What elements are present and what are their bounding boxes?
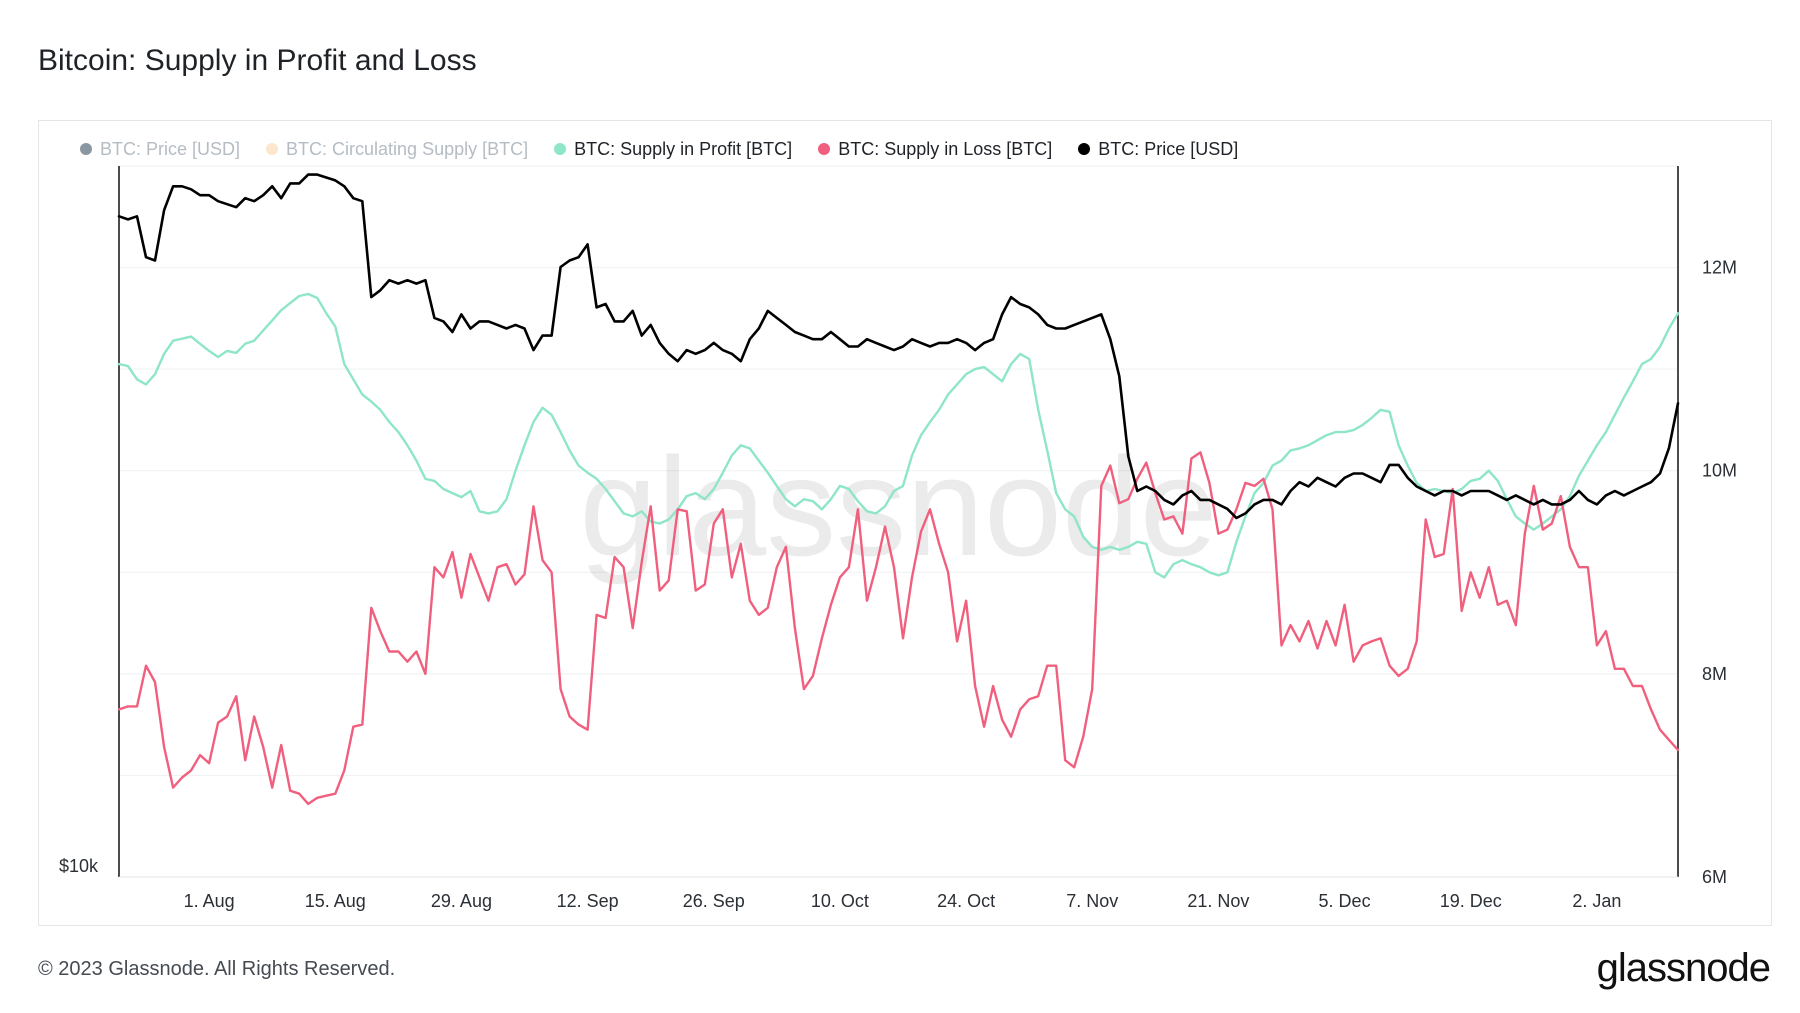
x-tick-label: 1. Aug — [184, 891, 235, 911]
x-tick-label: 15. Aug — [305, 891, 366, 911]
legend-label: BTC: Supply in Profit [BTC] — [574, 138, 793, 159]
legend-dot-icon — [554, 143, 567, 155]
x-tick-label: 19. Dec — [1440, 891, 1502, 911]
legend-item-circulating-supply[interactable]: BTC: Circulating Supply [BTC] — [266, 137, 528, 161]
series-supply-in-profit-line — [117, 292, 1680, 579]
x-tick-label: 2. Jan — [1572, 891, 1621, 911]
x-tick-label: 24. Oct — [937, 891, 995, 911]
x-tick-label: 7. Nov — [1066, 891, 1118, 911]
x-tick-label: 29. Aug — [431, 891, 492, 911]
glassnode-logo: glassnode — [1596, 946, 1771, 990]
y-right-tick-label: 10M — [1702, 461, 1737, 481]
legend-dot-icon — [1078, 143, 1091, 155]
legend-label: BTC: Supply in Loss [BTC] — [838, 138, 1053, 159]
y-right-tick-label: 12M — [1702, 258, 1737, 278]
y-right-tick-label: 6M — [1702, 867, 1727, 887]
chart-panel — [38, 120, 1772, 926]
page-title: Bitcoin: Supply in Profit and Loss — [38, 44, 477, 77]
y-right-tick-label: 8M — [1702, 664, 1727, 684]
x-tick-label: 21. Nov — [1187, 891, 1249, 911]
x-tick-label: 10. Oct — [811, 891, 869, 911]
x-tick-label: 26. Sep — [683, 891, 745, 911]
x-tick-label: 12. Sep — [557, 891, 619, 911]
watermark: glassnode — [579, 428, 1217, 585]
series-price-line — [117, 173, 1680, 520]
legend-dot-icon — [818, 143, 831, 155]
legend-label: BTC: Circulating Supply [BTC] — [286, 138, 529, 159]
copyright-footer: © 2023 Glassnode. All Rights Reserved. — [38, 958, 396, 980]
legend-dot-icon — [266, 143, 279, 155]
legend: BTC: Price [USD] BTC: Circulating Supply… — [80, 137, 1264, 161]
series-supply-in-loss-line — [117, 451, 1680, 806]
legend-label: BTC: Price [USD] — [100, 138, 241, 159]
legend-item-price-hidden[interactable]: BTC: Price [USD] — [80, 137, 240, 161]
legend-item-supply-in-loss[interactable]: BTC: Supply in Loss [BTC] — [818, 137, 1052, 161]
y-left-tick-label: $10k — [59, 856, 99, 876]
legend-label: BTC: Price [USD] — [1098, 138, 1239, 159]
legend-item-price[interactable]: BTC: Price [USD] — [1078, 137, 1238, 161]
legend-dot-icon — [80, 143, 92, 155]
legend-item-supply-in-profit[interactable]: BTC: Supply in Profit [BTC] — [554, 137, 792, 161]
x-tick-label: 5. Dec — [1319, 891, 1371, 911]
